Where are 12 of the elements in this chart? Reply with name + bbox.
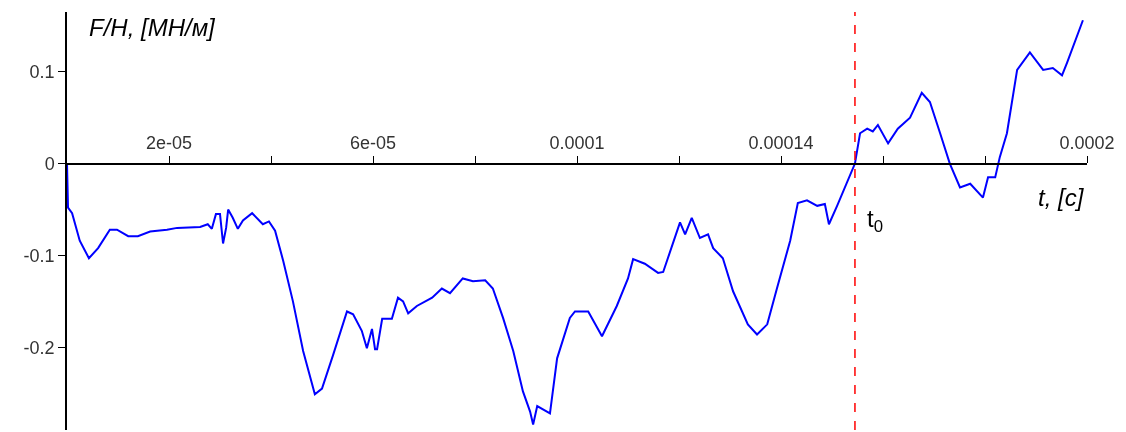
annotation: t$_{0}$ <box>867 205 884 237</box>
x-tick-label: 2e-05 <box>145 132 193 153</box>
y-tick-label: -0.1 <box>23 245 55 266</box>
y-tick-label: -0.2 <box>23 337 55 358</box>
y-tick-label: 0 <box>44 153 55 174</box>
x-axis-title: t, [c] <box>1038 184 1085 211</box>
x-tick-label: 0.0001 <box>549 132 605 153</box>
y-tick-label: 0.1 <box>29 62 55 83</box>
x-tick-label: 6e-05 <box>349 132 397 153</box>
x-tick-label: 0.00014 <box>748 132 814 153</box>
x-tick-label: 0.0002 <box>1059 132 1115 153</box>
y-axis-title: F/H, [МН/м] <box>89 14 217 41</box>
